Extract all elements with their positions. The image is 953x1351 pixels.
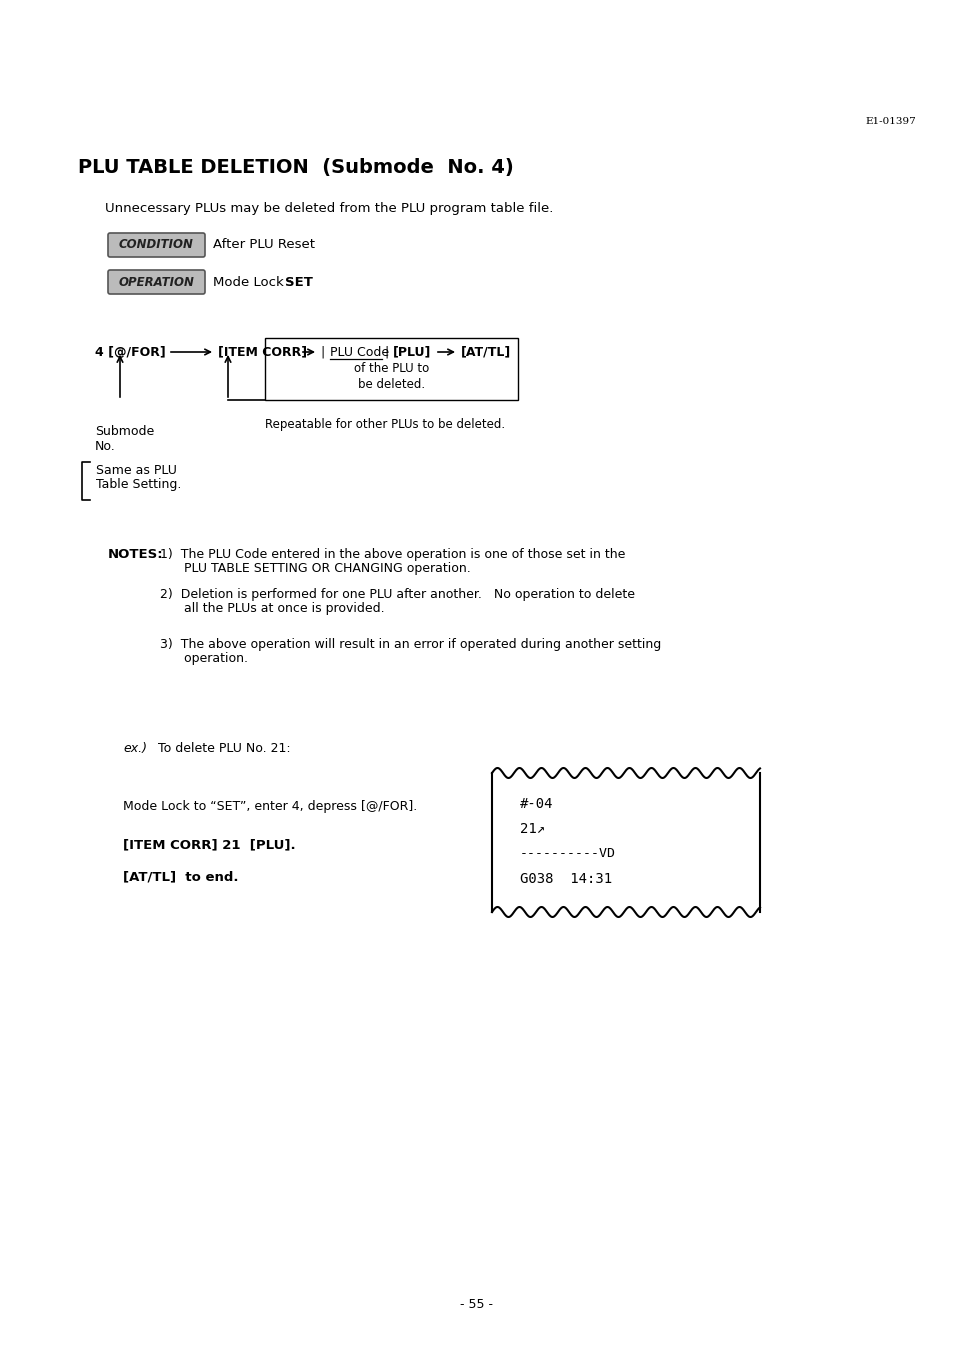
Text: PLU Code: PLU Code [330, 346, 389, 358]
Text: E1-01397: E1-01397 [864, 118, 915, 126]
FancyBboxPatch shape [108, 232, 205, 257]
Text: [ITEM CORR] 21  [PLU].: [ITEM CORR] 21 [PLU]. [123, 838, 295, 851]
Text: SET: SET [285, 276, 313, 289]
Text: |: | [384, 346, 388, 358]
Text: ex.): ex.) [123, 742, 147, 755]
Text: NOTES:: NOTES: [108, 549, 164, 561]
Text: 21↗: 21↗ [519, 821, 544, 836]
Text: To delete PLU No. 21:: To delete PLU No. 21: [158, 742, 291, 755]
Text: CONDITION: CONDITION [119, 239, 193, 251]
Text: - 55 -: - 55 - [460, 1298, 493, 1310]
Text: 3)  The above operation will result in an error if operated during another setti: 3) The above operation will result in an… [160, 638, 660, 651]
Text: [PLU]: [PLU] [393, 346, 431, 358]
Text: No.: No. [95, 440, 115, 453]
Text: [AT/TL]  to end.: [AT/TL] to end. [123, 870, 238, 884]
Text: ----------VD: ----------VD [519, 847, 616, 861]
Text: Same as PLU: Same as PLU [96, 463, 176, 477]
Text: 2)  Deletion is performed for one PLU after another.   No operation to delete: 2) Deletion is performed for one PLU aft… [160, 588, 635, 601]
FancyBboxPatch shape [108, 270, 205, 295]
Text: [ITEM CORR]: [ITEM CORR] [218, 346, 307, 358]
Text: 4 [@/FOR]: 4 [@/FOR] [95, 346, 166, 358]
Text: G038  14:31: G038 14:31 [519, 871, 612, 886]
Text: Unnecessary PLUs may be deleted from the PLU program table file.: Unnecessary PLUs may be deleted from the… [105, 203, 553, 215]
Text: operation.: operation. [160, 653, 248, 665]
Bar [265, 338, 517, 400]
Text: PLU TABLE DELETION  (Submode  No. 4): PLU TABLE DELETION (Submode No. 4) [78, 158, 514, 177]
Text: [AT/TL]: [AT/TL] [460, 346, 511, 358]
Text: 1)  The PLU Code entered in the above operation is one of those set in the: 1) The PLU Code entered in the above ope… [160, 549, 625, 561]
Text: be deleted.: be deleted. [357, 378, 425, 392]
Text: all the PLUs at once is provided.: all the PLUs at once is provided. [160, 603, 384, 615]
Text: After PLU Reset: After PLU Reset [213, 239, 314, 251]
Text: Repeatable for other PLUs to be deleted.: Repeatable for other PLUs to be deleted. [265, 417, 504, 431]
Text: |: | [319, 346, 324, 358]
Text: PLU TABLE SETTING OR CHANGING operation.: PLU TABLE SETTING OR CHANGING operation. [160, 562, 470, 576]
Text: Table Setting.: Table Setting. [96, 478, 181, 490]
Text: Mode Lock to “SET”, enter 4, depress [@/FOR].: Mode Lock to “SET”, enter 4, depress [@/… [123, 800, 416, 813]
Text: of the PLU to: of the PLU to [354, 362, 429, 374]
Text: Mode Lock :: Mode Lock : [213, 276, 296, 289]
Text: Submode: Submode [95, 426, 154, 438]
Text: OPERATION: OPERATION [118, 276, 194, 289]
Text: #-04: #-04 [519, 797, 553, 811]
